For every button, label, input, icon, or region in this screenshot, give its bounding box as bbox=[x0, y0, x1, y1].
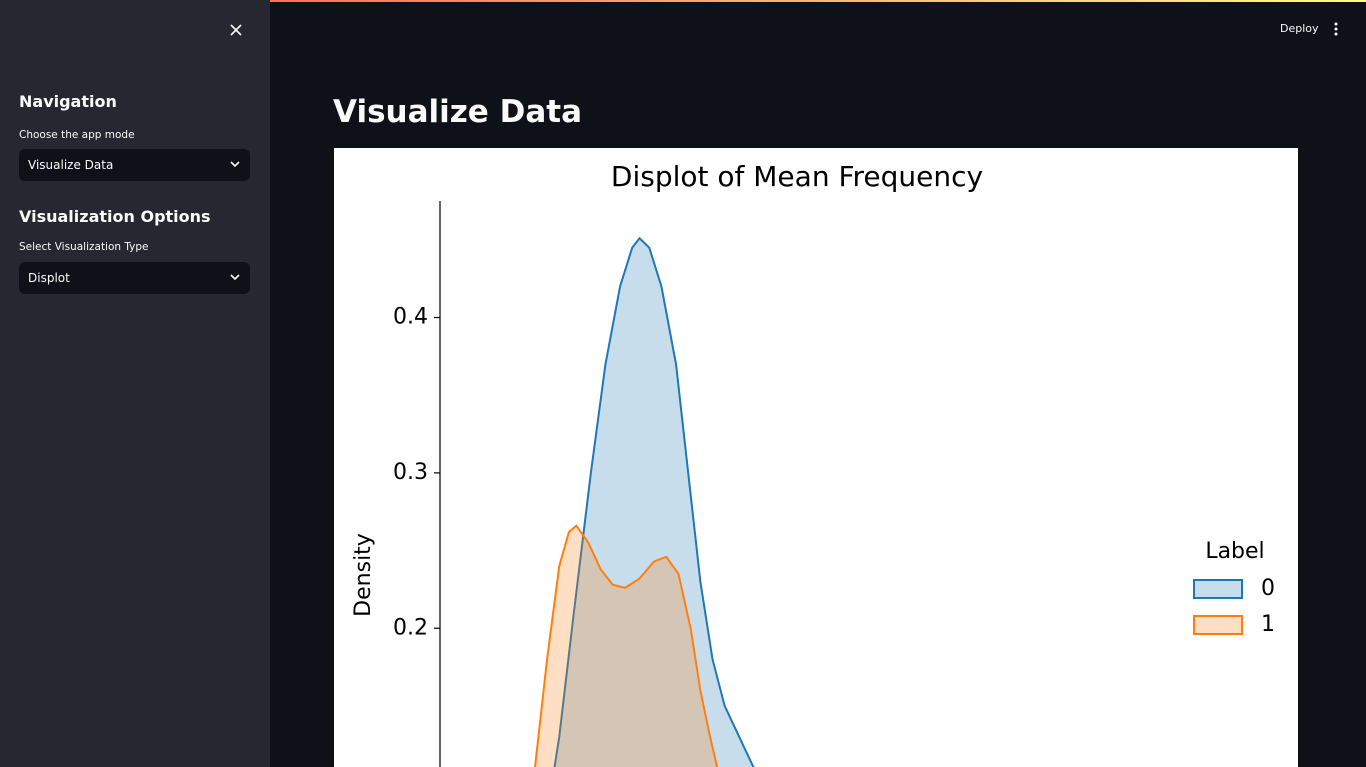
density-line bbox=[534, 524, 719, 767]
deploy-button[interactable]: Deploy bbox=[1280, 22, 1319, 35]
type-select[interactable]: Displot bbox=[19, 262, 250, 294]
y-tick-label: 0.3 bbox=[393, 460, 428, 485]
menu-button[interactable] bbox=[1333, 22, 1339, 36]
chevron bbox=[230, 161, 240, 168]
chart-title: Displot of Mean Frequency bbox=[611, 160, 983, 193]
density-area bbox=[554, 238, 754, 767]
legend-swatch bbox=[1193, 579, 1243, 599]
y-tick-label: 0.4 bbox=[393, 305, 428, 330]
mode-label: Choose the app mode bbox=[19, 129, 135, 141]
options-title: Visualization Options bbox=[19, 207, 211, 226]
legend-label: 0 bbox=[1261, 576, 1275, 601]
legend-label: 1 bbox=[1261, 612, 1275, 637]
nav-title: Navigation bbox=[19, 92, 117, 111]
page-title: Visualize Data bbox=[333, 94, 583, 130]
legend-title: Label bbox=[1205, 539, 1264, 564]
type-label: Select Visualization Type bbox=[19, 241, 149, 253]
chart: Displot of Mean Frequency Density Label … bbox=[334, 148, 1298, 767]
y-tick-label: 0.2 bbox=[393, 615, 428, 640]
legend-swatch bbox=[1193, 615, 1243, 635]
mode-value: Visualize Data bbox=[28, 158, 114, 172]
density-area bbox=[535, 525, 718, 767]
y-axis-label: Density bbox=[351, 533, 376, 617]
mode-select[interactable]: Visualize Data bbox=[19, 149, 250, 181]
type-value: Displot bbox=[28, 271, 70, 285]
density-line bbox=[553, 236, 755, 767]
close-button[interactable] bbox=[230, 24, 242, 36]
sidebar: Navigation Choose the app mode Visualize… bbox=[0, 0, 270, 767]
top-decoration bbox=[0, 0, 1366, 2]
plot-area bbox=[534, 236, 755, 767]
chevron bbox=[230, 274, 240, 281]
